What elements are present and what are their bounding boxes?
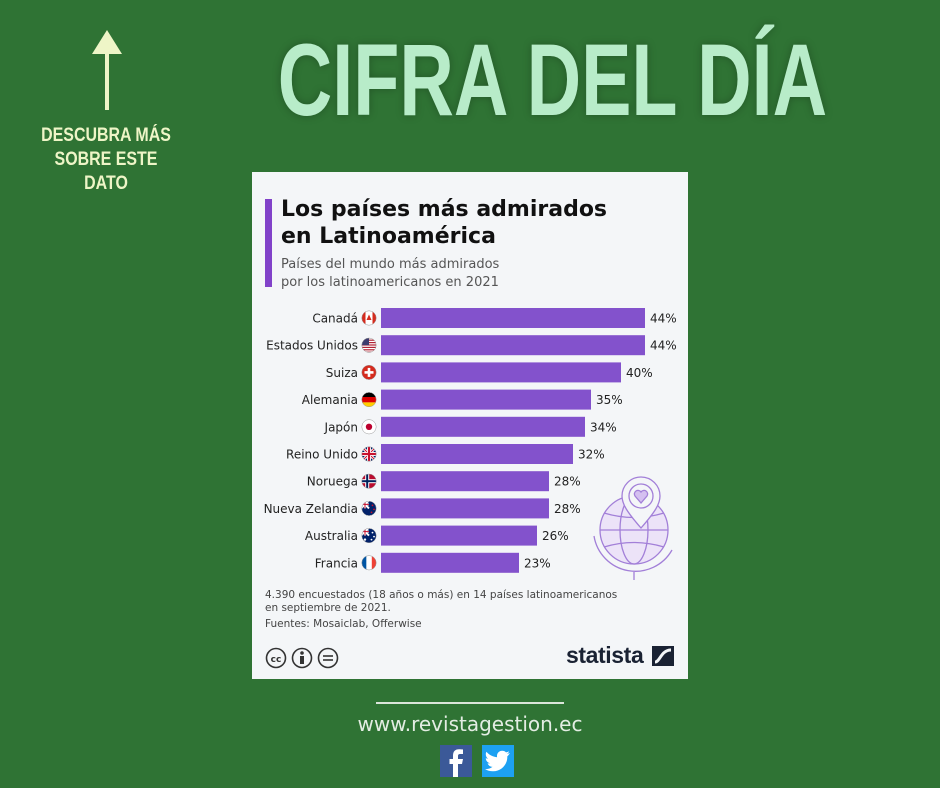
value-label: 28% [554,502,581,516]
canada-flag [361,310,377,326]
value-label: 40% [626,366,653,380]
footer-divider [376,702,564,704]
bar [381,308,645,328]
value-label: 23% [524,556,551,570]
bar [381,444,573,464]
up-arrow-icon [92,30,122,110]
website-link[interactable]: www.revistagestion.ec [357,712,583,736]
value-label: 34% [590,420,617,434]
hint-line-2: SOBRE ESTE DATO [54,149,158,194]
australia-flag [361,528,377,544]
chart-title: Los países más admirados en Latinoaméric… [281,196,681,250]
germany-flag [361,392,377,408]
twitter-icon[interactable] [482,745,514,777]
infographic-card: Los países más admirados en Latinoaméric… [252,172,688,679]
category-label: Reino Unido [286,448,358,462]
category-label: Estados Unidos [266,339,358,353]
chart-title-line-1: Los países más admirados [281,197,608,222]
category-label: Australia [305,529,358,543]
category-label: Suiza [326,366,358,380]
social-links [440,745,516,783]
bar [381,362,621,383]
footnote-line-2: en septiembre de 2021. [265,602,391,614]
title-accent-bar [265,199,272,287]
hint-line-1: DESCUBRA MÁS [41,125,171,146]
headline: CIFRA DEL DÍA [277,23,828,137]
globe-pin-icon [593,476,673,580]
chart-subtitle-line-2: por los latinoamericanos en 2021 [281,275,499,290]
sources-line: Fuentes: Mosaiclab, Offerwise [265,618,422,630]
bar [381,389,591,410]
value-label: 32% [578,448,605,462]
category-label: Francia [315,556,358,570]
bar [381,525,537,546]
statista-logo[interactable]: statista [566,642,644,668]
value-label: 44% [650,312,677,326]
chart-subtitle-line-1: Países del mundo más admirados [281,257,500,272]
bar [381,552,519,573]
bar [381,335,645,356]
category-label: Canadá [312,312,358,326]
france-flag [361,555,377,571]
switzerland-flag [361,364,377,380]
no-derivatives-icon [317,647,339,669]
bar [381,498,549,519]
bar-chart: Canadá 44% Estados Unidos 44% Suiza 40% Aleman… [264,308,677,580]
bar [381,471,549,492]
category-label: Nueva Zelandia [264,502,358,516]
norway-flag [361,473,377,489]
svg-text:cc: cc [271,655,282,665]
new-zealand-flag [361,500,377,516]
category-label: Noruega [307,475,358,489]
value-label: 28% [554,475,581,489]
japan-flag [361,419,377,435]
cc-icon: cc [265,647,287,669]
uk-flag [361,446,377,462]
hint-text[interactable]: DESCUBRA MÁS SOBRE ESTE DATO [34,124,178,196]
value-label: 35% [596,393,623,407]
facebook-icon[interactable] [440,745,472,777]
attribution-icon [291,647,313,669]
category-label: Alemania [302,393,358,407]
statista-mark-icon [652,646,674,666]
chart-title-line-2: en Latinoamérica [281,224,496,249]
bar [381,416,585,437]
category-label: Japón [324,420,358,434]
value-label: 26% [542,529,569,543]
creative-commons-icons[interactable]: cc [265,646,343,670]
usa-flag [361,337,377,353]
footnote-line-1: 4.390 encuestados (18 años o más) en 14 … [265,589,618,601]
value-label: 44% [650,339,677,353]
chart-footnote: 4.390 encuestados (18 años o más) en 14 … [265,589,665,631]
chart-subtitle: Países del mundo más admirados por los l… [281,256,681,292]
